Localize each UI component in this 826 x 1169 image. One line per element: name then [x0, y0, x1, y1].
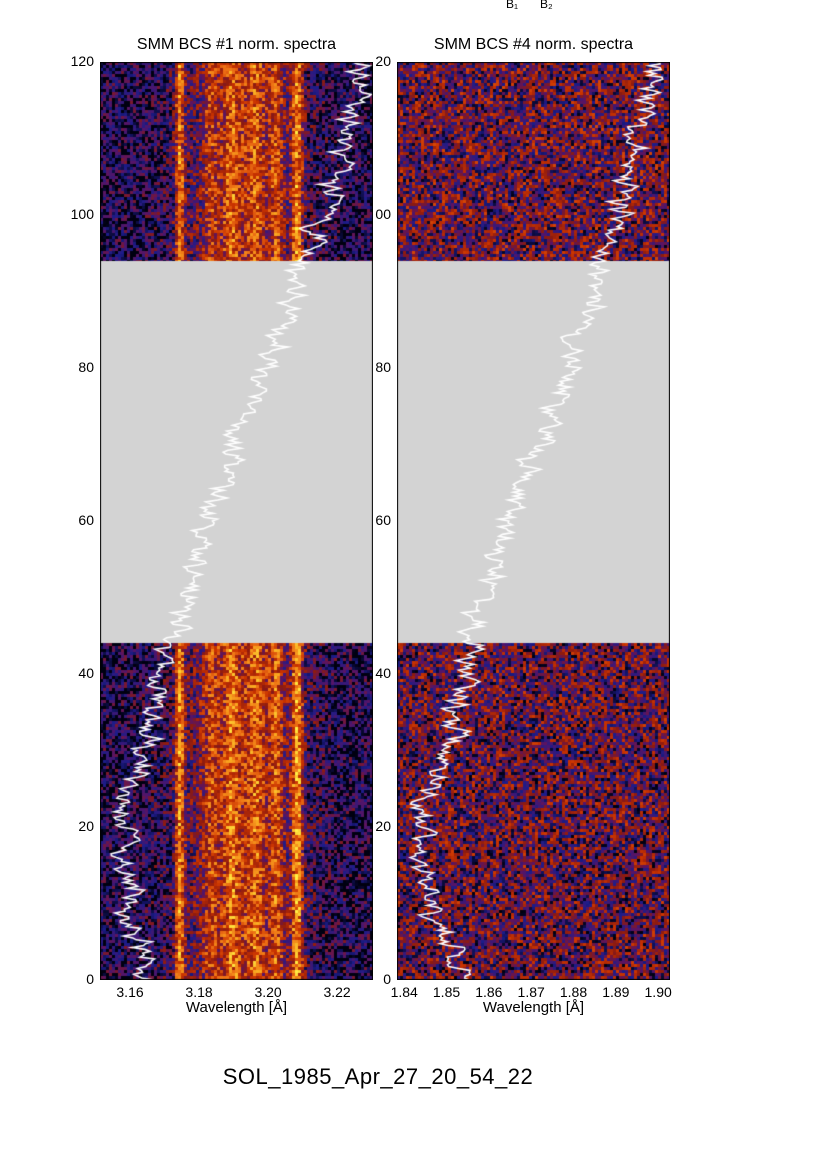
- top-label-b2: B₂: [540, 0, 553, 11]
- y-tick-label: 0: [383, 971, 391, 987]
- bcs1-panel-title: SMM BCS #1 norm. spectra: [136, 36, 337, 53]
- x-tick-label: 3.18: [185, 984, 213, 1000]
- y-tick-label: 20: [375, 53, 391, 69]
- x-tick-label: 3.16: [116, 984, 144, 1000]
- y-tick-label: 40: [375, 665, 391, 681]
- x-tick-label: 3.22: [323, 984, 351, 1000]
- x-tick-label: 1.86: [475, 984, 503, 1000]
- panel-canvas-1: [397, 62, 670, 980]
- x-tick-label: 1.84: [390, 984, 418, 1000]
- bcs4-panel-title: SMM BCS #4 norm. spectra: [433, 36, 634, 53]
- y-tick-label: 40: [78, 665, 94, 681]
- bcs1-xaxis-label: Wavelength [Å]: [185, 999, 288, 1016]
- y-tick-label: 20: [78, 818, 94, 834]
- y-tick-label: 60: [375, 512, 391, 528]
- x-tick-label: 1.85: [432, 984, 461, 1000]
- top-label-b1: B₁: [506, 0, 519, 11]
- y-tick-label: 0: [86, 971, 94, 987]
- x-tick-label: 1.89: [602, 984, 630, 1000]
- bcs4-xaxis-label: Wavelength [Å]: [482, 999, 585, 1016]
- y-tick-label: 100: [70, 206, 94, 222]
- x-tick-label: 1.88: [559, 984, 588, 1000]
- y-tick-label: 00: [375, 206, 391, 222]
- y-tick-label: 120: [70, 53, 94, 69]
- y-tick-label: 80: [78, 359, 94, 375]
- y-tick-label: 60: [78, 512, 94, 528]
- x-tick-label: 3.20: [254, 984, 282, 1000]
- y-tick-label: 20: [375, 818, 391, 834]
- x-tick-label: 1.87: [517, 984, 545, 1000]
- y-tick-label: 80: [375, 359, 391, 375]
- x-tick-label: 1.90: [644, 984, 672, 1000]
- panel-canvas-0: [100, 62, 373, 980]
- figure-caption: SOL_1985_Apr_27_20_54_22: [222, 1064, 534, 1089]
